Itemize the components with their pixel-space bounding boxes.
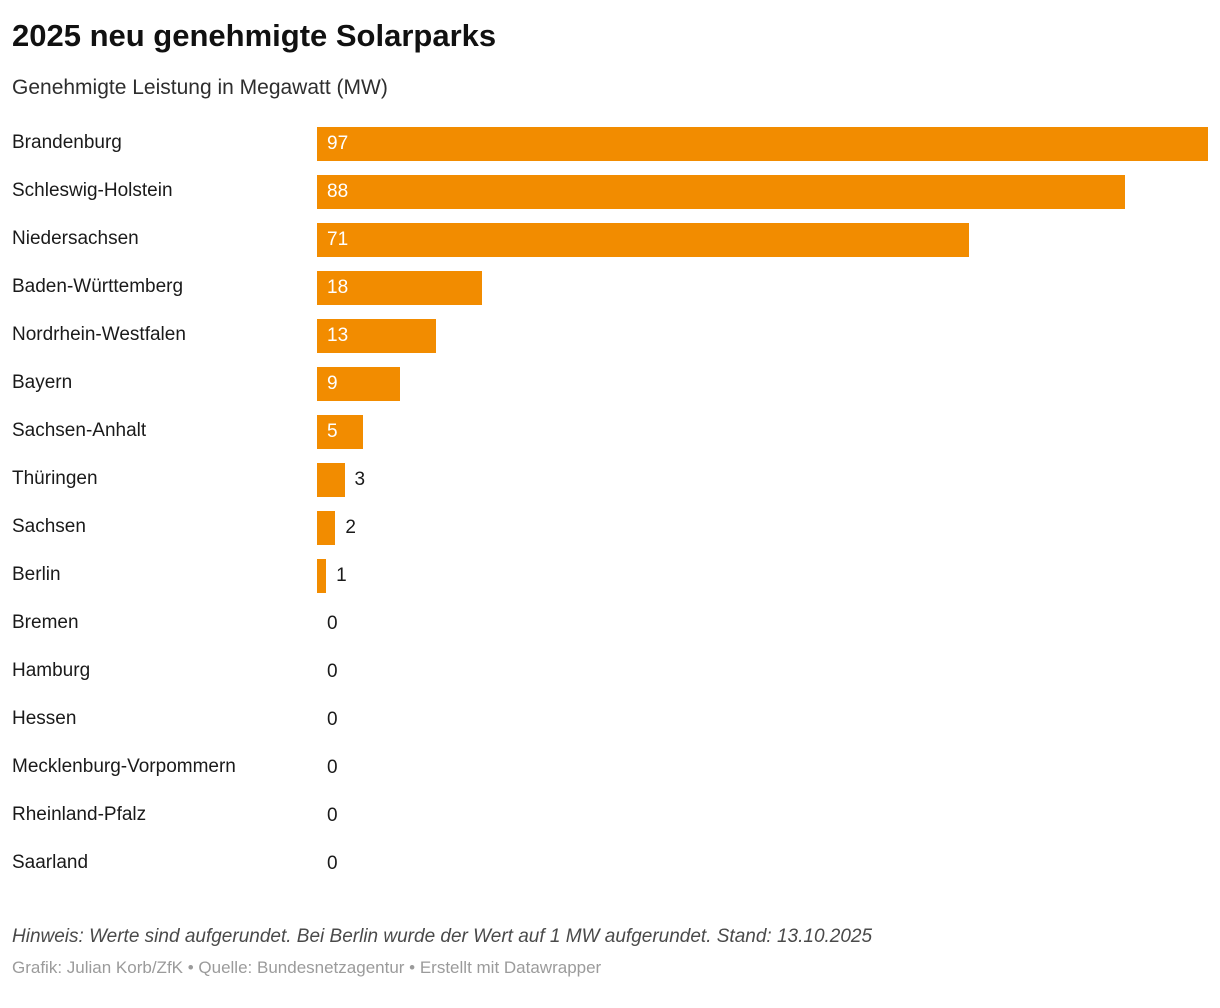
chart-subtitle: Genehmigte Leistung in Megawatt (MW)	[12, 75, 388, 99]
category-label: Bayern	[12, 372, 73, 394]
value-label: 18	[327, 276, 349, 298]
category-label: Schleswig-Holstein	[12, 180, 173, 202]
category-label: Saarland	[12, 852, 89, 874]
value-label: 0	[327, 660, 338, 682]
category-label: Thüringen	[12, 468, 98, 490]
bar-area: 0	[317, 703, 1208, 737]
credit-line: Grafik: Julian Korb/ZfK • Quelle: Bundes…	[12, 957, 602, 977]
chart-row: Hessen 0	[12, 696, 1208, 744]
value-label: 3	[354, 468, 366, 490]
bar-area: 9	[317, 366, 1208, 401]
value-label: 13	[327, 324, 349, 346]
bar	[317, 510, 336, 545]
category-label: Nordrhein-Westfalen	[12, 324, 186, 346]
chart-row: Niedersachsen 71	[12, 216, 1208, 264]
category-label: Baden-Württemberg	[12, 276, 184, 298]
bar	[317, 558, 327, 593]
bar	[317, 462, 345, 497]
chart-row: Mecklenburg-Vorpommern 0	[12, 744, 1208, 792]
bar-area: 71	[317, 222, 1208, 257]
chart-row: Berlin 1	[12, 552, 1208, 600]
category-label: Sachsen-Anhalt	[12, 420, 147, 442]
bar-area: 97	[317, 126, 1208, 161]
bar	[317, 222, 970, 257]
bar-area: 0	[317, 655, 1208, 689]
footnote: Hinweis: Werte sind aufgerundet. Bei Ber…	[12, 925, 873, 947]
category-label: Brandenburg	[12, 132, 122, 154]
bar	[317, 318, 437, 353]
bar-area: 3	[317, 462, 1208, 497]
chart-row: Thüringen 3	[12, 456, 1208, 504]
bar-area: 88	[317, 174, 1208, 209]
category-label: Berlin	[12, 564, 61, 586]
value-label: 1	[336, 564, 347, 586]
category-label: Mecklenburg-Vorpommern	[12, 756, 236, 778]
bar	[317, 126, 1208, 161]
bar-area: 5	[317, 414, 1208, 449]
bar-area: 0	[317, 607, 1208, 641]
bar-area: 2	[317, 510, 1208, 545]
bar	[317, 414, 363, 449]
value-label: 9	[327, 372, 338, 394]
chart-row: Schleswig-Holstein 88	[12, 168, 1208, 216]
value-label: 0	[327, 612, 338, 634]
bar-area: 13	[317, 318, 1208, 353]
value-label: 88	[327, 180, 349, 202]
category-label: Niedersachsen	[12, 228, 139, 250]
category-label: Hessen	[12, 708, 77, 730]
value-label: 97	[327, 132, 349, 154]
chart-row: Brandenburg 97	[12, 120, 1208, 168]
category-label: Sachsen	[12, 516, 86, 538]
bar-chart: Brandenburg 97 Schleswig-Holstein 88 Nieders…	[12, 120, 1208, 888]
bar-area: 0	[317, 751, 1208, 785]
bar	[317, 366, 400, 401]
chart-row: Sachsen 2	[12, 504, 1208, 552]
value-label: 0	[327, 708, 338, 730]
value-label: 2	[345, 516, 356, 538]
bar	[317, 270, 483, 305]
category-label: Hamburg	[12, 660, 91, 682]
chart-row: Baden-Württemberg 18	[12, 264, 1208, 312]
chart-row: Sachsen-Anhalt 5	[12, 408, 1208, 456]
bar-area: 0	[317, 799, 1208, 833]
category-label: Rheinland-Pfalz	[12, 804, 147, 826]
chart-row: Hamburg 0	[12, 648, 1208, 696]
bar-area: 18	[317, 270, 1208, 305]
value-label: 71	[327, 228, 349, 250]
value-label: 5	[327, 420, 338, 442]
value-label: 0	[327, 756, 338, 778]
chart-row: Bremen 0	[12, 600, 1208, 648]
bar	[317, 174, 1126, 209]
category-label: Bremen	[12, 612, 79, 634]
page-title: 2025 neu genehmigte Solarparks	[12, 18, 497, 53]
chart-row: Saarland 0	[12, 840, 1208, 888]
chart-row: Bayern 9	[12, 360, 1208, 408]
chart-row: Nordrhein-Westfalen 13	[12, 312, 1208, 360]
bar-area: 0	[317, 847, 1208, 881]
value-label: 0	[327, 852, 338, 874]
bar-area: 1	[317, 558, 1208, 593]
value-label: 0	[327, 804, 338, 826]
chart-row: Rheinland-Pfalz 0	[12, 792, 1208, 840]
